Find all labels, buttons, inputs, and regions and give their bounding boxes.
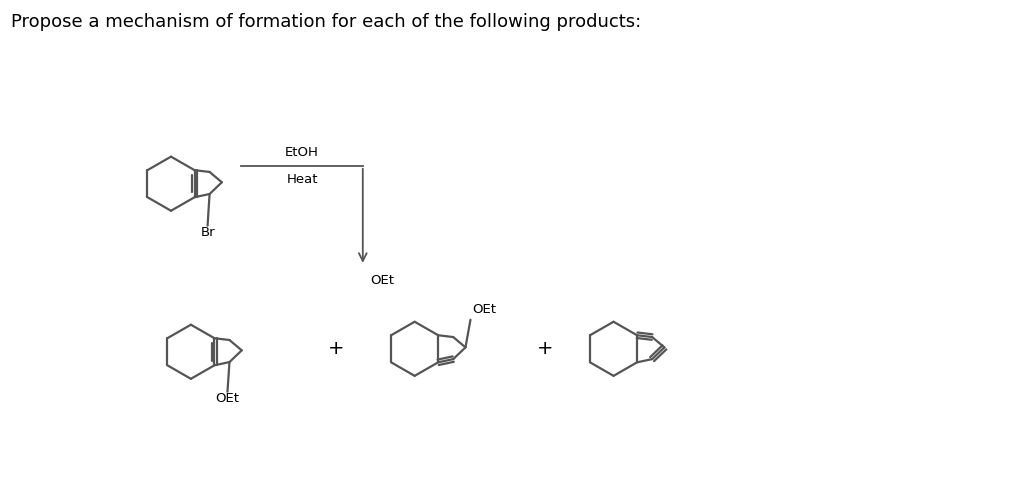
- Text: Heat: Heat: [287, 173, 318, 186]
- Text: +: +: [327, 339, 344, 358]
- Text: OEt: OEt: [371, 274, 395, 286]
- Text: OEt: OEt: [473, 303, 497, 316]
- Text: EtOH: EtOH: [285, 146, 319, 159]
- Text: Propose a mechanism of formation for each of the following products:: Propose a mechanism of formation for eac…: [11, 13, 641, 31]
- Text: OEt: OEt: [215, 392, 239, 405]
- Text: Br: Br: [200, 225, 215, 239]
- Text: +: +: [536, 339, 553, 358]
